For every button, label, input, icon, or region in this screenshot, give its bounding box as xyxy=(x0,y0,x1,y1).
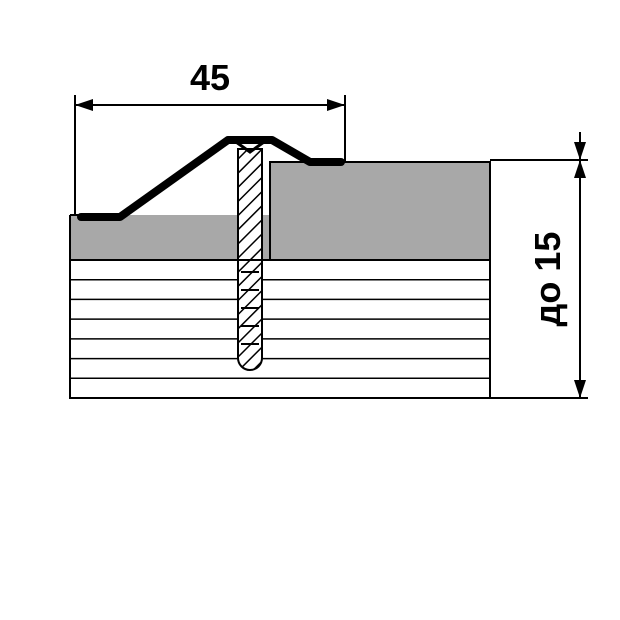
dim-label-height: до 15 xyxy=(527,232,568,327)
floor-block-right xyxy=(270,162,490,260)
dim-label-width: 45 xyxy=(190,57,230,98)
subfloor-panel xyxy=(70,260,490,398)
cross-section-diagram: 45 до 15 xyxy=(0,0,620,620)
